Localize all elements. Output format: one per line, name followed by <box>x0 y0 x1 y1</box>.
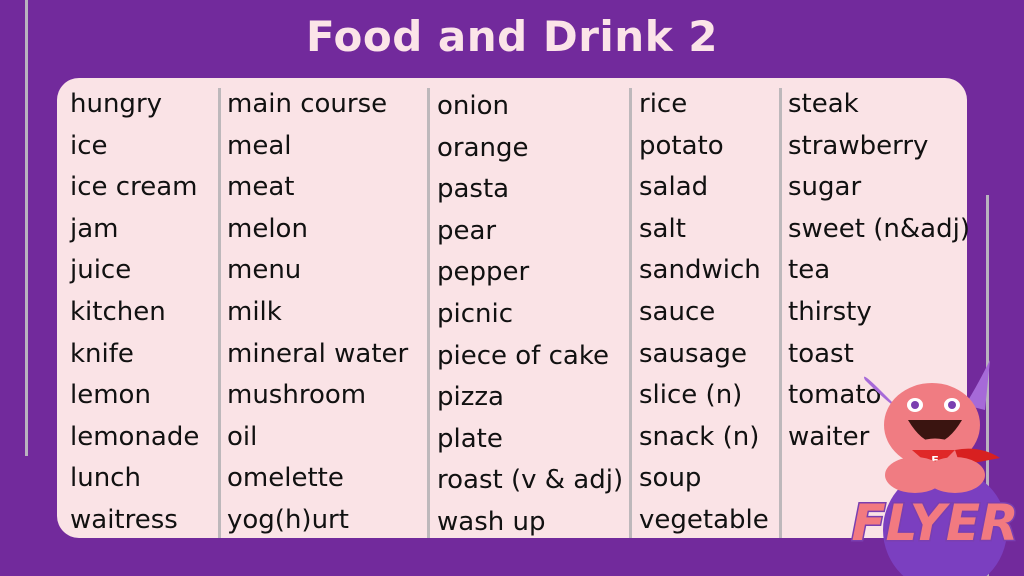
page-title: Food and Drink 2 <box>306 12 718 61</box>
vocab-word: lemon <box>70 380 151 411</box>
vocab-word: mineral water <box>227 338 409 369</box>
vocab-word: sausage <box>639 338 747 369</box>
vocab-word: waiter <box>788 421 870 452</box>
word-column-4: rice potato salad salt sandwich sauce sausage s… <box>639 84 769 542</box>
decorative-line-left <box>25 0 28 456</box>
decorative-line-right <box>986 195 989 576</box>
vocab-word: steak <box>788 89 859 119</box>
flyer-mascot-logo: F FLYER <box>850 360 1020 576</box>
vocab-word: juice <box>70 255 132 286</box>
vocab-word: toast <box>788 338 854 369</box>
word-column-5: steak strawberry sugar sweet (n&adj) tea thir… <box>788 84 970 458</box>
vocab-word: orange <box>437 132 529 163</box>
vocab-word: ice cream <box>70 172 198 203</box>
vocab-word: menu <box>227 255 302 286</box>
flyer-logo-text: FLYER <box>851 494 1018 552</box>
vocab-word: vegetable <box>639 504 769 535</box>
vocab-word: rice <box>639 89 688 119</box>
vocab-word: kitchen <box>70 296 166 327</box>
vocab-word: main course <box>227 89 388 119</box>
vocab-word: sweet (n&adj) <box>788 213 970 244</box>
vocab-word: thirsty <box>788 296 872 327</box>
vocab-word: onion <box>437 91 509 121</box>
word-column-2: main course meal meat melon menu milk mineral … <box>227 84 408 542</box>
vocab-word: tea <box>788 255 831 286</box>
column-divider <box>427 88 430 538</box>
vocab-word: sandwich <box>639 255 761 286</box>
vocab-word: hungry <box>70 89 163 119</box>
vocab-word: milk <box>227 296 282 327</box>
vocab-word: ice <box>70 130 108 161</box>
vocab-word: yog(h)urt <box>227 504 349 535</box>
vocab-word: pepper <box>437 257 530 288</box>
vocab-word: salt <box>639 213 686 244</box>
vocab-word: tomato <box>788 380 882 411</box>
vocab-word: pizza <box>437 382 504 413</box>
word-column-1: hungry ice ice cream jam juice kitchen knife le… <box>70 84 199 542</box>
vocab-word: strawberry <box>788 130 929 161</box>
vocab-word: snack (n) <box>639 421 760 452</box>
vocab-word: pear <box>437 215 497 246</box>
vocab-word: mushroom <box>227 380 367 411</box>
vocab-word: soup <box>639 463 702 494</box>
vocab-word: lemonade <box>70 421 200 452</box>
vocab-word: omelette <box>227 463 344 494</box>
vocabulary-card: hungry ice ice cream jam juice kitchen knife le… <box>57 78 970 538</box>
vocab-word: knife <box>70 338 134 369</box>
vocab-word: wash up <box>437 506 546 537</box>
vocab-word: waitress <box>70 504 178 535</box>
badge-letter: F <box>931 454 939 467</box>
vocab-word: meal <box>227 130 292 161</box>
vocab-word: pasta <box>437 174 510 205</box>
vocab-word: jam <box>70 213 119 244</box>
vocab-word: slice (n) <box>639 380 743 411</box>
vocab-word: roast (v & adj) <box>437 465 624 496</box>
vocab-word: lunch <box>70 463 141 494</box>
vocab-word: picnic <box>437 298 514 329</box>
column-divider <box>629 88 632 538</box>
vocab-word: meat <box>227 172 295 203</box>
vocab-word: potato <box>639 130 724 161</box>
vocab-word: melon <box>227 213 308 244</box>
vocab-word: piece of cake <box>437 340 609 371</box>
vocab-word: salad <box>639 172 709 203</box>
vocab-word: sugar <box>788 172 862 203</box>
column-divider <box>218 88 221 538</box>
vocab-word: sauce <box>639 296 716 327</box>
column-divider <box>779 88 782 538</box>
vocab-word: oil <box>227 421 258 452</box>
vocab-word: plate <box>437 423 503 454</box>
word-column-3: onion orange pasta pear pepper picnic piece of… <box>437 86 623 544</box>
